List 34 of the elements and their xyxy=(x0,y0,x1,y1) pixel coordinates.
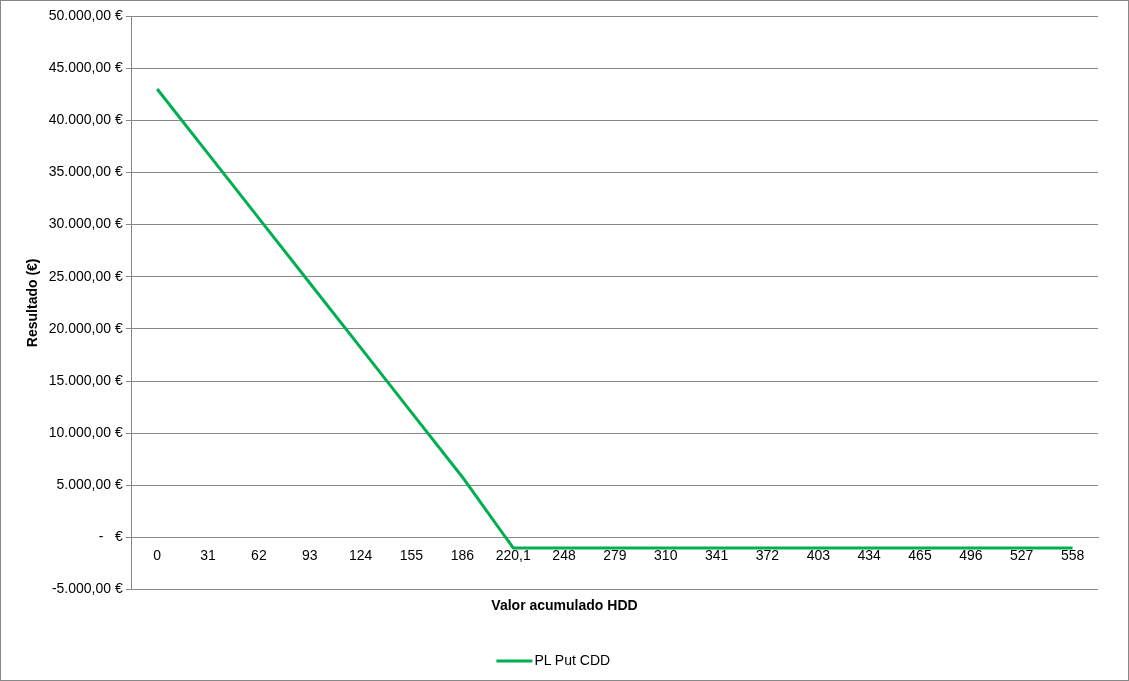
x-tick-label: 465 xyxy=(908,546,932,563)
y-tick-label: 10.000,00 € xyxy=(48,424,123,441)
y-tick-label: 25.000,00 € xyxy=(48,267,123,284)
x-tick-label: 403 xyxy=(806,546,831,563)
y-tick-label: 45.000,00 € xyxy=(48,59,123,75)
y-tick-label: 15.000,00 € xyxy=(48,371,123,388)
x-tick-label: 186 xyxy=(450,546,475,563)
y-tick-label: 50.000,00 € xyxy=(48,6,123,23)
y-axis-title: Resultado (€) xyxy=(24,258,41,348)
y-tick-label: 40.000,00 € xyxy=(48,111,123,128)
y-tick-label: - € xyxy=(98,528,123,545)
y-tick-label: 20.000,00 € xyxy=(48,319,123,336)
x-tick-label: 341 xyxy=(704,546,729,563)
x-tick-label: 310 xyxy=(654,546,678,563)
x-axis-title: Valor acumulado HDD xyxy=(490,597,639,613)
x-tick-label: 527 xyxy=(1010,546,1034,563)
y-tick-label: 5.000,00 € xyxy=(56,476,123,493)
x-tick-label: 155 xyxy=(399,546,424,563)
y-tick-label: -5.000,00 € xyxy=(51,580,123,597)
x-tick-label: 62 xyxy=(251,546,267,563)
x-tick-label: 0 xyxy=(153,546,162,563)
x-tick-label: 558 xyxy=(1060,546,1085,563)
x-tick-label: 434 xyxy=(857,546,882,563)
legend-label: PL Put CDD xyxy=(534,651,611,668)
x-tick-label: 279 xyxy=(603,546,627,563)
x-tick-label: 248 xyxy=(552,546,576,563)
y-tick-label: 30.000,00 € xyxy=(48,215,123,232)
x-tick-label: 496 xyxy=(959,546,983,563)
x-tick-label: 93 xyxy=(301,546,318,563)
x-tick-label: 31 xyxy=(200,546,217,563)
x-tick-label: 220,1 xyxy=(495,546,531,563)
y-tick-label: 35.000,00 € xyxy=(48,163,123,180)
x-tick-label: 124 xyxy=(348,546,373,563)
x-tick-label: 372 xyxy=(755,546,780,563)
